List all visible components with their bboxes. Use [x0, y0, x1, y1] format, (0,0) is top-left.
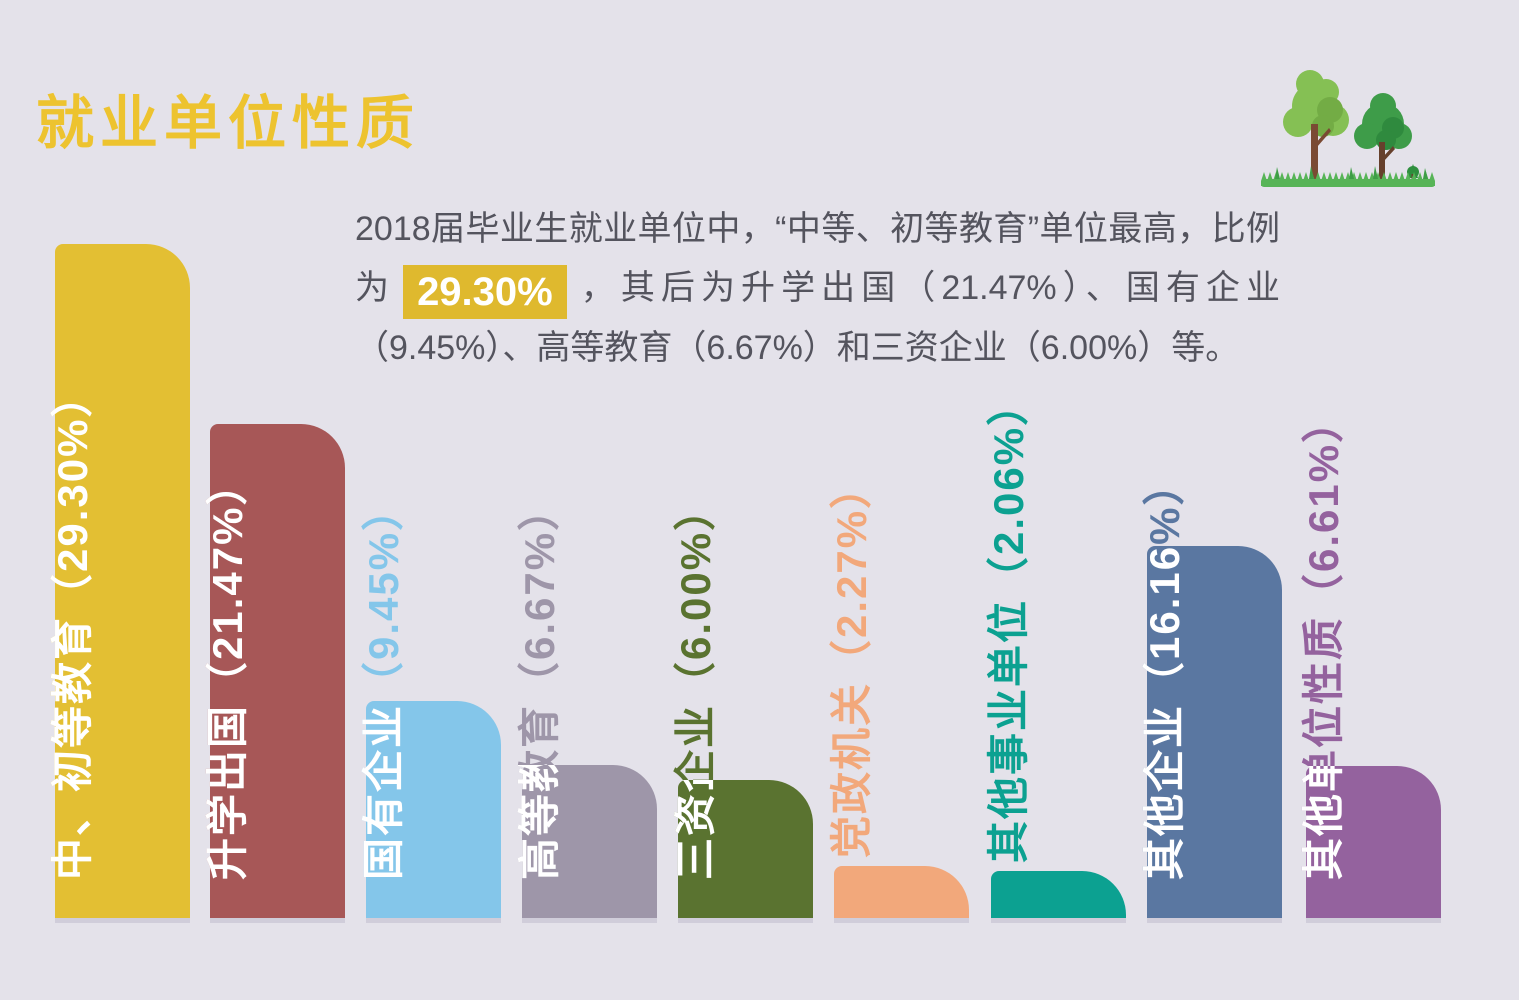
bar-label-text-inside: 升学出国（21.47%） — [203, 461, 251, 880]
page-title: 就业单位性质 — [36, 91, 421, 156]
description-after: ，其后为升学出国（21.47%）、国有企业（9.45%）、高等教育（6.67%）… — [355, 269, 1280, 367]
bar — [1147, 546, 1282, 918]
bar — [210, 424, 345, 918]
bar — [1306, 766, 1441, 918]
bar — [55, 244, 190, 918]
highlight-value: 29.30% — [403, 265, 567, 319]
description-before: 2018届毕业生就业单位中，“中等、初等教育”单位最高，比例为 — [355, 210, 1280, 307]
bar — [522, 765, 657, 918]
bar — [678, 780, 813, 918]
right-tree — [1354, 93, 1412, 182]
trees-illustration — [1261, 70, 1435, 187]
grass — [1261, 166, 1435, 187]
bar — [991, 871, 1126, 918]
bar — [366, 701, 501, 918]
bar-label-text: 党政机关（2.27%） — [827, 464, 875, 858]
description-paragraph: 2018届毕业生就业单位中，“中等、初等教育”单位最高，比例为 29.30% ，其后… — [355, 200, 1280, 378]
left-tree — [1283, 70, 1349, 180]
bar-label-text: 其他事业单位（2.06%） — [984, 381, 1032, 863]
bar — [834, 866, 969, 918]
bar-label-text-inside: 中、初等教育（29.30%） — [48, 373, 96, 880]
